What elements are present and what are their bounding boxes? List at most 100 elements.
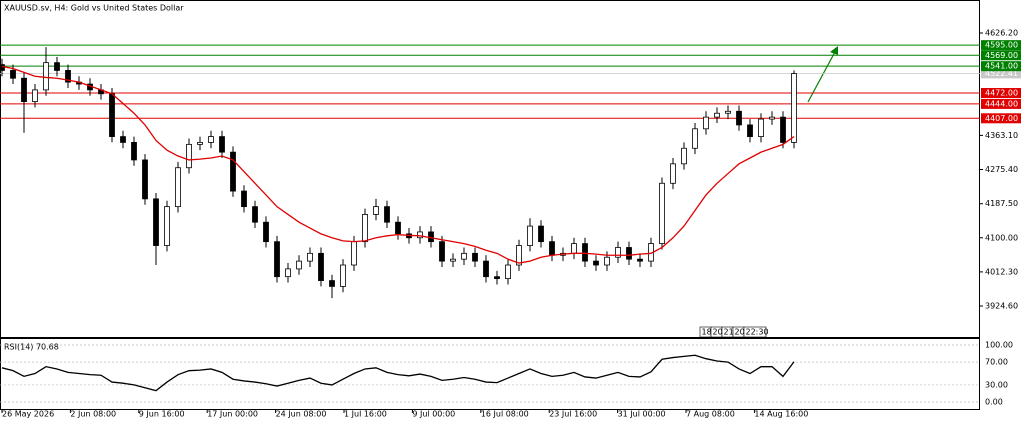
candle-body (296, 260, 302, 270)
candle-body (351, 241, 357, 266)
level-label: 4444.00 (985, 99, 1018, 108)
candle-body (274, 241, 280, 278)
rsi-label: RSI(14) 70.68 (4, 343, 59, 352)
candle-body (395, 221, 401, 235)
rsi-tick-label: 0.00 (985, 398, 1003, 407)
candle-body (780, 116, 786, 143)
candle-body (131, 142, 137, 161)
x-tick-label: 17 Jun 00:00 (207, 410, 258, 419)
level-label: 4595.00 (985, 41, 1018, 50)
candle-body (615, 247, 621, 258)
rsi-tick-label: 100.00 (985, 341, 1013, 350)
x-tick-label: 16 Jul 08:00 (481, 410, 529, 419)
candle-body (681, 147, 687, 165)
x-tick-label: 7 Aug 08:00 (686, 410, 735, 419)
candle-body (219, 136, 225, 153)
level-box (981, 40, 1021, 51)
candle-body (318, 252, 324, 281)
candle-body (439, 241, 445, 262)
candle-body (725, 110, 731, 114)
x-tick-label: 31 Jul 00:00 (618, 410, 666, 419)
candle-body (109, 93, 115, 137)
candle-body (483, 260, 489, 278)
arrow-head (830, 46, 838, 55)
x-tick-label: 26 May 2026 (2, 410, 54, 419)
candle-body (450, 258, 456, 262)
candle-body (197, 142, 203, 145)
rsi-tick-label: 30.00 (985, 380, 1008, 389)
chart-title: XAUUSD.sv, H4: Gold vs United States Dol… (4, 4, 184, 13)
level-box (981, 113, 1021, 124)
x-tick-label: 2 Jun 08:00 (70, 410, 116, 419)
candle-body (472, 252, 478, 262)
candle-body (461, 252, 467, 260)
candle-body (516, 245, 522, 266)
candle-body (153, 198, 159, 246)
candle-body (241, 190, 247, 208)
candle-body (21, 77, 27, 102)
candle-body (252, 206, 258, 223)
candle-body (186, 143, 192, 169)
x-tick-label: 9 Jul 00:00 (412, 410, 455, 419)
candle-body (791, 73, 797, 143)
level-label: 4541.00 (985, 62, 1018, 71)
x-tick-label: 24 Jun 08:00 (276, 410, 327, 419)
candle-body (285, 268, 291, 278)
candle-body (373, 206, 379, 215)
moving-average (1, 65, 795, 264)
rsi-tick-label: 70.00 (985, 358, 1008, 367)
candle-body (340, 264, 346, 287)
y-tick-label: 4012.30 (985, 267, 1018, 276)
candle-body (428, 231, 434, 243)
rsi-line (1, 354, 795, 392)
main-panel (0, 0, 980, 338)
candle-body (747, 124, 753, 137)
y-tick-label: 3924.60 (985, 302, 1018, 311)
x-tick-label: 14 Aug 16:00 (754, 410, 808, 419)
y-tick-label: 4626.20 (985, 28, 1018, 37)
candle-body (736, 110, 742, 126)
candle-body (329, 280, 335, 287)
candle-body (142, 159, 148, 200)
candle-body (571, 243, 577, 254)
candle-body (65, 70, 71, 83)
candle-body (54, 62, 60, 71)
candle-body (208, 136, 214, 143)
candle-body (362, 214, 368, 243)
level-label: 4407.00 (985, 114, 1018, 123)
y-tick-label: 4187.50 (985, 199, 1018, 208)
candle-body (692, 128, 698, 149)
time-tag: 22:30 (746, 328, 769, 337)
candle-body (417, 231, 423, 239)
candle-body (637, 258, 643, 262)
candle-body (175, 167, 181, 208)
candle-body (120, 136, 126, 143)
level-box (981, 88, 1021, 99)
time-tag: 20 (713, 328, 723, 337)
level-box (981, 98, 1021, 109)
candle-body (527, 225, 533, 246)
candle-body (263, 221, 269, 243)
candle-body (164, 206, 170, 246)
level-box (981, 61, 1021, 72)
candle-body (10, 70, 16, 79)
candle-body (230, 151, 236, 192)
candle-body (670, 163, 676, 184)
candle-body (593, 260, 599, 266)
candle-body (43, 62, 49, 91)
time-tag: 18: (702, 328, 715, 337)
time-tag-box (743, 326, 767, 338)
x-tick-label: 9 Jun 16:00 (139, 410, 185, 419)
candle-body (626, 247, 632, 260)
arrow (807, 49, 837, 103)
y-tick-label: 4100.00 (985, 233, 1018, 242)
y-tick-label: 4275.40 (985, 165, 1018, 174)
level-label: 4472.00 (985, 89, 1018, 98)
candle-body (538, 225, 544, 243)
last-price-box (981, 68, 1021, 79)
level-label: 4569.00 (985, 51, 1018, 60)
last-price-label: 4522.41 (985, 69, 1018, 78)
candle-body (494, 276, 500, 280)
candle-body (703, 116, 709, 130)
